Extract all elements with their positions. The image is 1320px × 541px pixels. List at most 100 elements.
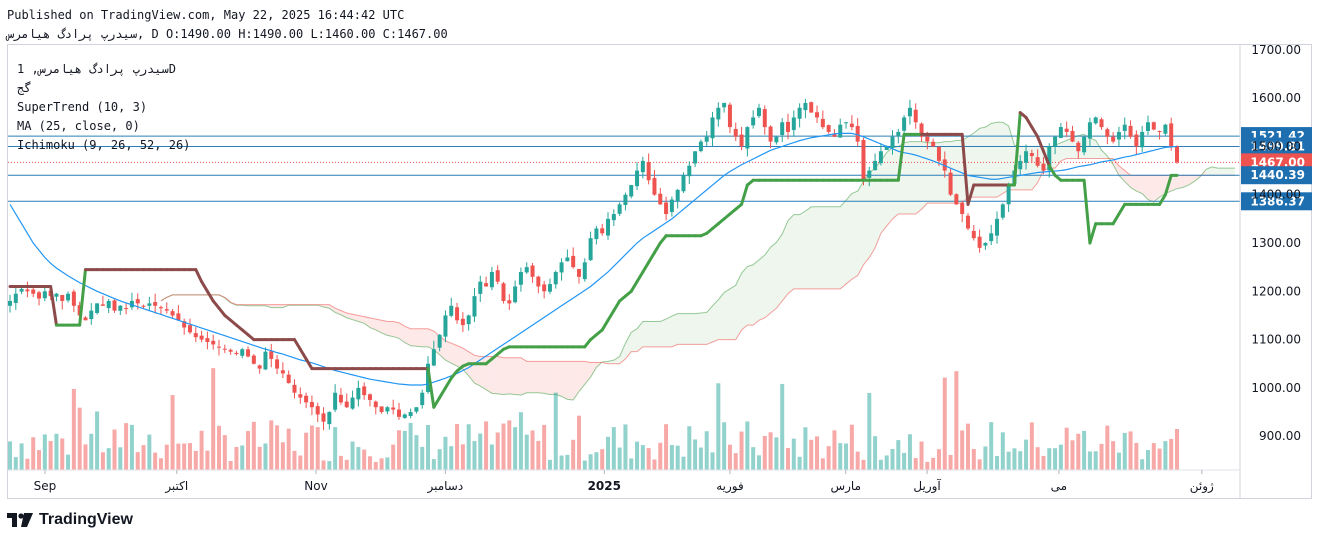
volume-bar <box>838 443 843 470</box>
indicator-legend: سیدرپ پرادگ هیامرس, 1D گج SuperTrend (10… <box>17 60 190 155</box>
volume-bar <box>66 454 71 470</box>
volume-bar <box>356 447 361 470</box>
volume-bar <box>420 446 425 470</box>
cloud-segment <box>718 292 725 340</box>
candle-body <box>1128 125 1133 137</box>
candle-body <box>797 107 802 119</box>
volume-bar <box>1029 422 1034 470</box>
volume-bar <box>571 439 576 470</box>
supertrend-segment <box>629 280 639 293</box>
volume-bar <box>1006 451 1011 470</box>
supertrend-segment <box>211 299 221 310</box>
volume-bar <box>48 441 53 470</box>
volume-bar <box>408 422 413 470</box>
candle-body <box>449 305 454 316</box>
legend-supertrend[interactable]: SuperTrend (10, 3) <box>17 100 148 114</box>
cloud-segment <box>335 308 341 315</box>
candle-body <box>263 351 268 370</box>
cloud-segment <box>782 220 788 301</box>
candle-body <box>1058 127 1063 139</box>
y-tick-label: 1500.00 <box>1251 139 1301 153</box>
volume-bar <box>280 442 285 470</box>
cloud-segment <box>526 361 533 393</box>
candle-body <box>350 397 355 409</box>
volume-bar <box>385 457 390 470</box>
volume-bar <box>669 444 674 470</box>
cloud-segment <box>520 357 527 396</box>
volume-bar <box>704 431 709 470</box>
cloud-segment <box>764 247 771 318</box>
volume-bar <box>931 457 936 470</box>
cloud-segment <box>846 193 852 285</box>
volume-bar <box>797 456 802 470</box>
cloud-segment <box>1113 158 1119 176</box>
candle-body <box>925 136 930 142</box>
volume-bar <box>855 451 860 470</box>
supertrend-segment <box>600 318 610 332</box>
volume-bar <box>733 453 738 470</box>
candle-body <box>989 233 994 242</box>
candle-body <box>936 146 941 161</box>
legend-ma[interactable]: MA (25, close, 0) <box>17 119 140 133</box>
volume-bar <box>873 436 878 470</box>
cloud-segment <box>364 316 370 328</box>
y-tick-label: 1400.00 <box>1251 188 1301 202</box>
candle-body <box>484 283 489 287</box>
candle-body <box>118 305 123 311</box>
tradingview-logo[interactable]: TradingView <box>7 511 133 529</box>
y-tick-label: 1700.00 <box>1251 43 1301 57</box>
volume-bar <box>13 457 18 470</box>
volume-bar <box>942 377 947 470</box>
cloud-segment <box>416 328 423 347</box>
cloud-segment <box>706 305 713 345</box>
volume-bar <box>1041 455 1046 470</box>
candle-body <box>153 302 158 306</box>
legend-ichimoku[interactable]: Ichimoku (9, 26, 52, 26) <box>17 138 191 152</box>
cloud-segment <box>1130 175 1137 192</box>
candle-body <box>896 131 901 136</box>
volume-bar <box>751 447 756 470</box>
volume-bar <box>205 450 210 470</box>
volume-bar <box>774 437 779 470</box>
cloud-segment <box>648 321 655 347</box>
cloud-segment <box>991 122 998 198</box>
supertrend-segment <box>205 289 215 303</box>
ichimoku-cloud <box>160 121 1236 401</box>
candle-body <box>873 160 878 171</box>
cloud-segment <box>695 313 701 345</box>
volume-bar <box>553 392 558 470</box>
candle-body <box>1076 142 1081 152</box>
volume-bars <box>8 368 1179 470</box>
volume-bar <box>187 443 192 470</box>
volume-bar <box>768 432 773 470</box>
cloud-segment <box>532 361 539 393</box>
cloud-segment <box>654 321 661 347</box>
cloud-segment <box>1171 175 1177 192</box>
ma-line <box>9 132 1178 386</box>
volume-bar <box>786 447 790 470</box>
candle-body <box>124 308 129 310</box>
candle-body <box>756 107 761 117</box>
cloud-segment <box>666 316 672 347</box>
candle-body <box>1053 136 1058 147</box>
candle-body <box>100 304 105 306</box>
volume-bar <box>367 456 372 470</box>
x-tick-label: اکتبر <box>164 479 188 494</box>
candle-body <box>205 338 210 343</box>
cloud-segment <box>277 304 283 308</box>
volume-bar <box>298 455 303 470</box>
tradingview-logo-icon <box>7 513 33 527</box>
volume-bar <box>652 459 657 470</box>
volume-bar <box>426 424 431 470</box>
cloud-segment <box>683 313 690 345</box>
candle-body <box>275 359 280 369</box>
legend-symbol: سیدرپ پرادگ هیامرس, 1D <box>17 62 176 76</box>
cloud-segment <box>729 285 736 340</box>
volume-bar <box>826 446 831 470</box>
candle-body <box>460 318 465 326</box>
cloud-segment <box>538 361 545 394</box>
candle-body <box>629 185 634 197</box>
cloud-segment <box>457 345 463 370</box>
supertrend-segment <box>635 270 645 284</box>
